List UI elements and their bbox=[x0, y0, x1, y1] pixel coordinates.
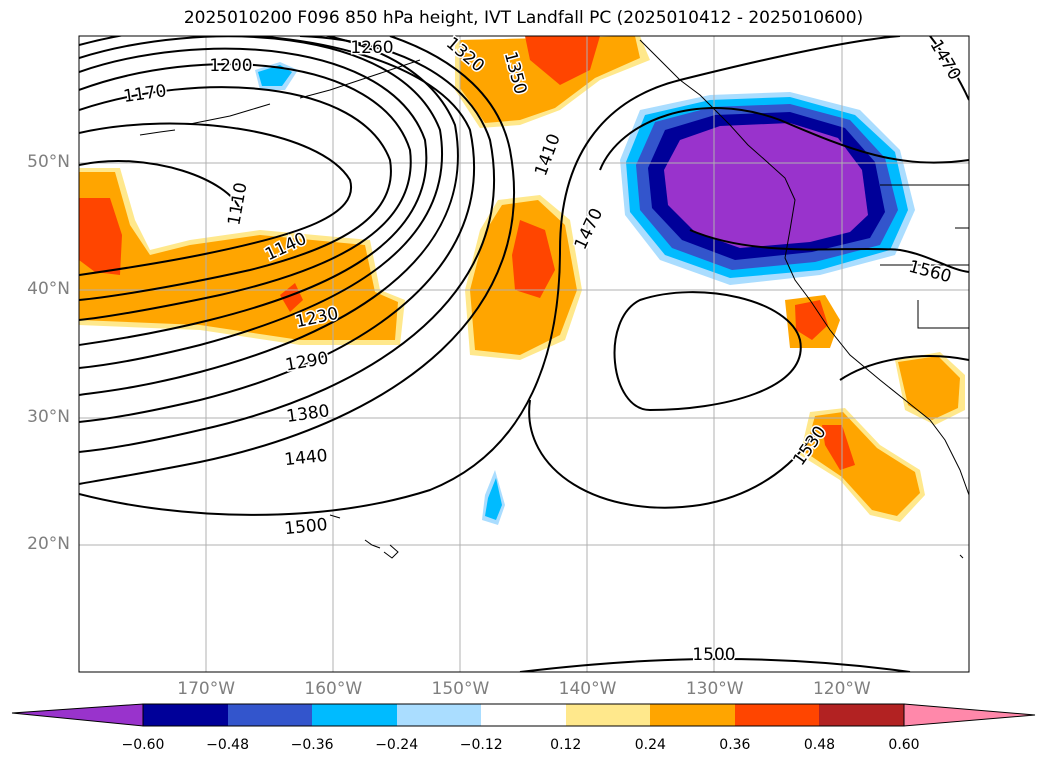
lon-label: 150°W bbox=[431, 679, 490, 699]
colorbar-tick-label: −0.24 bbox=[375, 737, 419, 753]
contour-label: 1560 bbox=[907, 257, 954, 288]
ivt-negative-shading bbox=[255, 62, 915, 525]
lon-label: 130°W bbox=[685, 679, 744, 699]
lat-label: 50°N bbox=[27, 152, 70, 173]
colorbar-tick-label: −0.36 bbox=[290, 737, 334, 753]
lon-label: 160°W bbox=[304, 679, 363, 699]
graticule bbox=[79, 36, 969, 672]
ivt-positive-shading bbox=[79, 36, 965, 522]
contour-label: 1470 bbox=[571, 205, 607, 253]
lon-label: 140°W bbox=[558, 679, 617, 699]
colorbar-tick-label: −0.12 bbox=[459, 737, 503, 753]
colorbar-tick-label: 0.24 bbox=[634, 737, 666, 753]
map-title: 2025010200 F096 850 hPa height, IVT Land… bbox=[183, 8, 864, 28]
colorbar-tick-label: 0.48 bbox=[803, 737, 836, 753]
colorbar-tick-label: 0.60 bbox=[888, 737, 920, 753]
contour-label: 1290 bbox=[284, 348, 330, 375]
lat-label: 20°N bbox=[27, 533, 70, 554]
colorbar-tick-label: −0.60 bbox=[121, 737, 165, 753]
colorbar bbox=[11, 703, 1036, 727]
lat-label: 40°N bbox=[27, 279, 70, 300]
contour-label: 1470 bbox=[926, 36, 965, 83]
contour-label: 1500 bbox=[692, 645, 735, 665]
lon-label: 120°W bbox=[812, 679, 871, 699]
contour-label: 1500 bbox=[283, 515, 328, 539]
coastlines bbox=[139, 39, 969, 559]
colorbar-tick-label: 0.12 bbox=[550, 737, 582, 753]
colorbar-tick-label: 0.36 bbox=[719, 737, 751, 753]
map-frame bbox=[78, 35, 970, 673]
contour-label: 1110 bbox=[224, 181, 251, 227]
height-contours bbox=[79, 36, 969, 672]
contour-label: 1170 bbox=[122, 81, 168, 107]
contour-label: 1410 bbox=[531, 131, 565, 178]
colorbar-tick-label: −0.48 bbox=[206, 737, 249, 753]
lon-label: 170°W bbox=[177, 679, 236, 699]
contour-label: 1440 bbox=[283, 446, 328, 470]
lat-label: 30°N bbox=[27, 406, 70, 427]
contour-label: 1200 bbox=[209, 56, 252, 76]
contour-label: 1260 bbox=[350, 38, 393, 58]
